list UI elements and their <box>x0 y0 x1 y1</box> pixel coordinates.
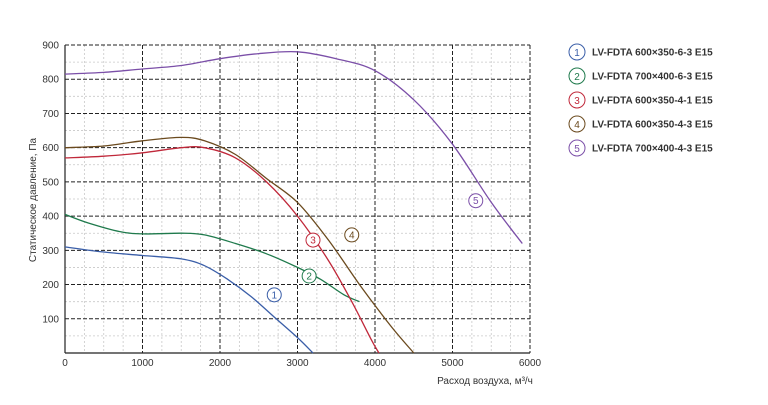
x-tick-label: 6000 <box>519 358 542 369</box>
series-marker-label-3: 3 <box>310 236 316 247</box>
y-tick-label: 800 <box>42 75 59 86</box>
series-markers: 1 2 3 4 5 <box>266 193 484 303</box>
legend-marker-label-2: 2 <box>574 72 580 83</box>
legend-entry-label: LV-FDTA 700×400-6-3 E15 <box>592 72 713 83</box>
series-line-5 <box>64 50 523 244</box>
legend-marker-2 <box>568 67 586 85</box>
y-tick-label: 900 <box>42 41 59 52</box>
legend: 1 LV-FDTA 600×350-6-3 E15 2 LV-FDTA 700×400… <box>568 43 713 157</box>
y-tick-label: 600 <box>42 143 59 154</box>
series-marker-circle-5 <box>468 193 484 209</box>
series-line-3 <box>64 146 380 354</box>
series-line-1 <box>64 246 314 354</box>
x-tick-label: 5000 <box>441 358 464 369</box>
legend-marker-label-1: 1 <box>574 48 580 59</box>
x-tick-label: 2000 <box>209 358 232 369</box>
legend-marker-label-4: 4 <box>574 120 580 131</box>
y-tick-label: 100 <box>42 314 59 325</box>
series-marker-circle-2 <box>301 268 317 284</box>
x-axis-label: Расход воздуха, м³/ч <box>437 376 533 387</box>
legend-entry-label: LV-FDTA 600×350-4-1 E15 <box>592 96 713 107</box>
y-tick-label: 400 <box>42 212 59 223</box>
series-marker-label-4: 4 <box>349 230 355 241</box>
series-line-2 <box>64 213 360 303</box>
legend-marker-5 <box>568 139 586 157</box>
y-tick-label: 300 <box>42 246 59 257</box>
grid-layer <box>64 44 531 354</box>
y-tick-label: 500 <box>42 177 59 188</box>
series-layer <box>64 50 523 354</box>
y-tick-label: 200 <box>42 280 59 291</box>
legend-marker-1 <box>568 43 586 61</box>
series-marker-label-5: 5 <box>473 196 479 207</box>
legend-entry-label: LV-FDTA 600×350-4-3 E15 <box>592 120 713 131</box>
legend-marker-4 <box>568 115 586 133</box>
x-tick-label: 3000 <box>286 358 309 369</box>
series-marker-circle-3 <box>305 232 321 248</box>
legend-entry-label: LV-FDTA 700×400-4-3 E15 <box>592 144 713 155</box>
series-marker-circle-1 <box>266 287 282 303</box>
x-tick-label: 1000 <box>131 358 154 369</box>
x-tick-label: 0 <box>62 358 68 369</box>
series-line-4 <box>64 136 415 354</box>
x-tick-label: 4000 <box>364 358 387 369</box>
legend-entry-label: LV-FDTA 600×350-6-3 E15 <box>592 48 713 59</box>
y-axis-label: Статическое давление, Па <box>28 137 39 262</box>
y-tick-label: 700 <box>42 109 59 120</box>
series-marker-label-2: 2 <box>306 272 312 283</box>
series-marker-circle-4 <box>344 227 360 243</box>
legend-marker-label-3: 3 <box>574 96 580 107</box>
legend-marker-3 <box>568 91 586 109</box>
series-marker-label-1: 1 <box>271 290 277 301</box>
tick-labels: 0 1000 2000 3000 4000 5000 6000 100 200 300 400 500… <box>42 41 541 370</box>
legend-marker-label-5: 5 <box>574 144 580 155</box>
